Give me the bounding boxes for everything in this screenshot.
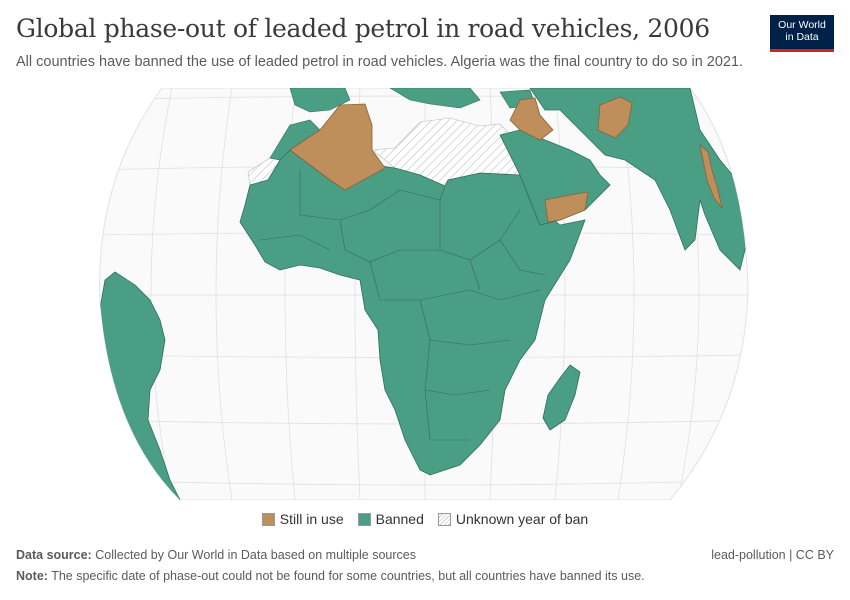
legend-item-still-in-use[interactable]: Still in use (261, 511, 344, 527)
license-link[interactable]: lead-pollution | CC BY (711, 548, 834, 562)
legend-swatch-banned (357, 512, 371, 526)
region-still-iraq[interactable] (509, 97, 554, 141)
data-source-label: Data source: (16, 548, 92, 562)
chart-note: Note: The specific date of phase-out cou… (16, 569, 645, 583)
legend-label-still: Still in use (279, 511, 344, 527)
chart-subtitle: All countries have banned the use of lea… (16, 54, 744, 70)
region-banned-madagascar[interactable] (542, 364, 581, 431)
note-label: Note: (16, 569, 48, 583)
legend-item-unknown[interactable]: Unknown year of ban (437, 511, 589, 527)
african-borders (259, 170, 546, 441)
logo-accent-bar (770, 49, 834, 52)
chart-title: Global phase-out of leaded petrol in roa… (16, 14, 710, 43)
logo-line-1: Our World (778, 19, 826, 31)
note-text: The specific date of phase-out could not… (51, 569, 645, 583)
data-source-text: Collected by Our World in Data based on … (95, 548, 416, 562)
owid-logo[interactable]: Our World in Data (770, 15, 834, 52)
region-still-afghanistan[interactable] (597, 96, 633, 139)
region-still-myanmar[interactable] (699, 143, 723, 209)
legend-swatch-still (261, 512, 275, 526)
region-banned-asia[interactable] (529, 88, 750, 271)
world-map[interactable] (0, 88, 850, 500)
data-source: Data source: Collected by Our World in D… (16, 548, 416, 562)
legend-item-banned[interactable]: Banned (357, 511, 424, 527)
graticule (99, 88, 750, 500)
map-legend: Still in use Banned Unknown year of ban (0, 511, 850, 527)
logo-line-2: in Data (785, 31, 819, 43)
legend-label-banned: Banned (375, 511, 424, 527)
region-banned-africa[interactable] (239, 149, 586, 476)
region-still-algeria[interactable] (289, 103, 386, 191)
region-still-yemen[interactable] (544, 191, 589, 223)
legend-label-unknown: Unknown year of ban (455, 511, 589, 527)
legend-swatch-unknown (437, 512, 451, 526)
